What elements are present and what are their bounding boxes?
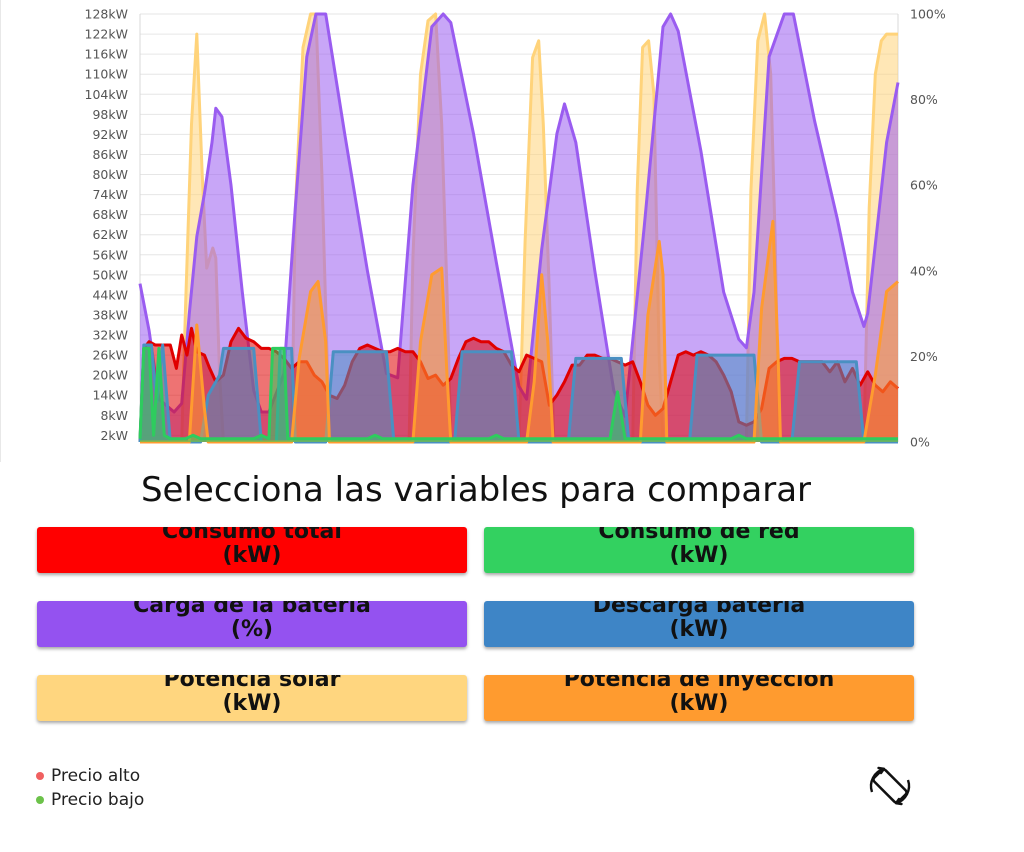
button-potencia-inyeccion-unit: (kW): [669, 691, 729, 716]
screen-rotation-icon[interactable]: [866, 762, 914, 810]
y-left-tick: 26kW: [92, 348, 128, 363]
y-right-tick: 80%: [910, 92, 938, 107]
series-area-battery: [140, 14, 898, 442]
energy-chart: 2kW 8kW 14kW 20kW 26kW 32kW 38kW 44kW 50kW 56kW 62…: [0, 0, 946, 462]
y-left-tick: 38kW: [92, 307, 128, 322]
series-layer: [138, 12, 900, 444]
y-left-tick: 68kW: [92, 207, 128, 222]
y-left-tick: 44kW: [92, 287, 128, 302]
y-left-tick: 2kW: [100, 428, 128, 443]
button-carga-bateria[interactable]: Carga de la bateria (%): [37, 601, 467, 647]
y-right-tick: 0%: [910, 435, 930, 450]
y-left-tick: 98kW: [92, 107, 128, 122]
y-left-tick: 32kW: [92, 328, 128, 343]
button-potencia-solar-unit: (kW): [222, 691, 282, 716]
chart-panel: 2kW 8kW 14kW 20kW 26kW 32kW 38kW 44kW 50kW 56kW 62…: [0, 0, 946, 462]
series-line-battery: [138, 12, 900, 418]
button-consumo-red-unit: (kW): [669, 543, 729, 568]
legend-label-precio-alto: Precio alto: [51, 766, 141, 786]
button-descarga-bateria[interactable]: Descarga bateria (kW): [484, 601, 914, 647]
series-line-red: [138, 346, 898, 441]
dot-precio-alto: [36, 772, 44, 780]
y-left-tick: 50kW: [92, 267, 128, 282]
button-descarga-bateria-label: Descarga bateria: [592, 601, 806, 618]
y-left-tick: 56kW: [92, 247, 128, 262]
y-left-tick: 14kW: [92, 388, 128, 403]
button-potencia-inyeccion-label: Potencia de inyección: [563, 675, 835, 692]
y-left-tick: 62kW: [92, 227, 128, 242]
y-left-tick: 86kW: [92, 147, 128, 162]
button-carga-bateria-label: Carga de la bateria: [133, 601, 371, 618]
y-left-tick: 122kW: [85, 27, 128, 42]
price-legend: Precio alto Precio bajo: [36, 764, 144, 812]
y-right-tick: 40%: [910, 263, 938, 278]
y-right-tick: 20%: [910, 349, 938, 364]
legend-label-precio-bajo: Precio bajo: [51, 790, 145, 810]
y-left-tick: 20kW: [92, 368, 128, 383]
y-left-tick: 74kW: [92, 187, 128, 202]
button-consumo-total-unit: (kW): [222, 543, 282, 568]
right-axis: 0% 20% 40% 60% 80% 100%: [910, 7, 946, 450]
button-potencia-solar-label: Potencia solar: [163, 675, 341, 692]
button-consumo-red-label: Consumo de red: [598, 527, 800, 544]
y-left-tick: 92kW: [92, 127, 128, 142]
compare-prompt: Selecciona las variables para comparar: [140, 470, 812, 510]
y-left-tick: 128kW: [85, 7, 128, 22]
button-potencia-inyeccion[interactable]: Potencia de inyección (kW): [484, 675, 914, 721]
button-potencia-solar[interactable]: Potencia solar (kW): [37, 675, 467, 721]
series-line-inyeccion: [140, 219, 899, 444]
button-carga-bateria-unit: (%): [230, 617, 274, 642]
legend-item-precio-alto: Precio alto: [36, 764, 144, 788]
y-left-tick: 110kW: [85, 67, 128, 82]
button-consumo-total-label: Consumo total: [162, 527, 342, 544]
y-left-tick: 80kW: [92, 167, 128, 182]
left-axis: 2kW 8kW 14kW 20kW 26kW 32kW 38kW 44kW 50kW 56kW 62…: [85, 7, 128, 443]
screen-rotation-icon-graphic: [869, 766, 911, 806]
y-right-tick: 100%: [910, 7, 946, 22]
dot-precio-bajo: [36, 796, 44, 804]
y-right-tick: 60%: [910, 178, 938, 193]
legend-item-precio-bajo: Precio bajo: [36, 788, 144, 812]
button-consumo-red[interactable]: Consumo de red (kW): [484, 527, 914, 573]
button-consumo-total[interactable]: Consumo total (kW): [37, 527, 467, 573]
button-descarga-bateria-unit: (kW): [669, 617, 729, 642]
y-left-tick: 104kW: [85, 87, 128, 102]
y-left-tick: 8kW: [100, 408, 128, 423]
y-left-tick: 116kW: [85, 47, 128, 62]
